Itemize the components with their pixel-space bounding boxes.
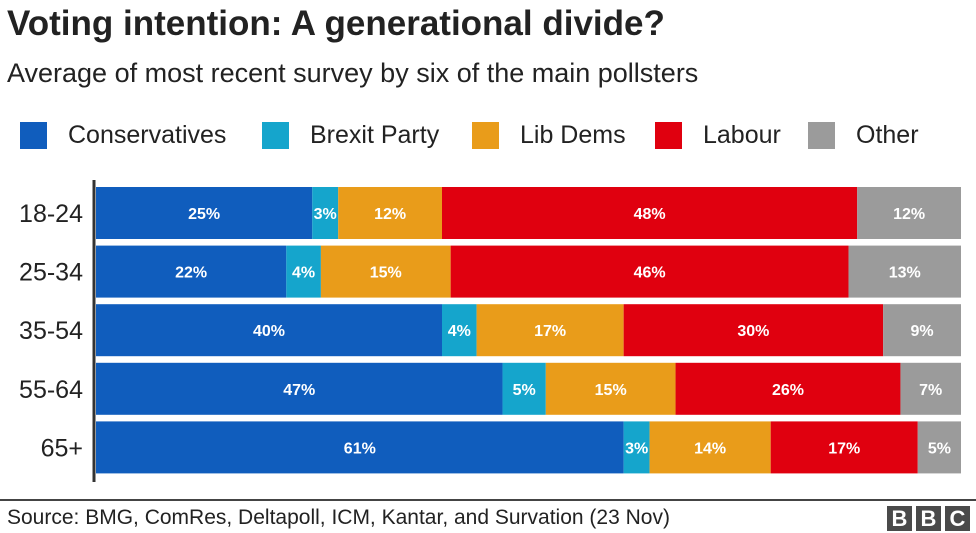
data-label: 5% (928, 440, 951, 457)
bar-segment (900, 362, 961, 415)
data-label: 25% (188, 206, 220, 223)
source-note: Source: BMG, ComRes, Deltapoll, ICM, Kan… (7, 506, 670, 529)
bar-segment (442, 187, 858, 239)
legend-label: Labour (703, 121, 781, 149)
data-label: 17% (534, 323, 566, 340)
bar-segment (623, 421, 650, 474)
legend-label: Other (856, 121, 919, 149)
data-label: 22% (175, 265, 207, 282)
stacked-bar-chart: 18-24 25% 3% 12% 48% 12% 25-34 22% 4% 15% 46% 13% 35… (19, 180, 961, 482)
chart-subtitle: Average of most recent survey by six of … (7, 58, 699, 88)
category-label: 65+ (41, 434, 83, 462)
category-label: 18-24 (19, 200, 83, 228)
bar-segment (675, 362, 901, 415)
legend-swatch (655, 122, 682, 149)
bar-segment (96, 187, 313, 239)
data-label: 61% (344, 440, 376, 457)
chart-title: Voting intention: A generational divide? (7, 4, 665, 43)
bar-segment (476, 304, 624, 357)
data-label: 12% (893, 206, 925, 223)
category-label: 35-54 (19, 317, 83, 345)
logo-letter: B (887, 506, 912, 531)
bar-segment (96, 245, 287, 298)
data-label: 9% (911, 323, 934, 340)
data-label: 3% (314, 206, 337, 223)
legend-label: Lib Dems (520, 121, 626, 149)
data-label: 46% (634, 265, 666, 282)
logo-letter: C (945, 506, 970, 531)
data-label: 48% (634, 206, 666, 223)
data-label: 15% (595, 382, 627, 399)
bar-segment (848, 245, 961, 298)
data-label: 40% (253, 323, 285, 340)
data-label: 47% (283, 382, 315, 399)
data-label: 5% (513, 382, 536, 399)
bar-segment (502, 362, 546, 415)
legend-swatch (472, 122, 499, 149)
bar-segment (338, 187, 442, 239)
data-label: 7% (919, 382, 942, 399)
legend-item-conservatives: Conservatives (20, 122, 226, 149)
bar-segment (312, 187, 339, 239)
footer-divider (0, 499, 976, 501)
category-label: 55-64 (19, 376, 83, 404)
bar-segment (450, 245, 849, 298)
data-label: 30% (737, 323, 769, 340)
bar-segment (649, 421, 771, 474)
bar-segment (857, 187, 961, 239)
data-label: 13% (889, 265, 921, 282)
bar-segment (96, 362, 503, 415)
logo-letter: B (916, 506, 941, 531)
legend-label: Brexit Party (310, 121, 440, 149)
bar-segment (96, 304, 442, 357)
legend-swatch (262, 122, 289, 149)
legend-item-lib-dems: Lib Dems (472, 122, 626, 149)
legend-item-other: Other (808, 122, 919, 149)
data-label: 3% (625, 440, 648, 457)
legend-item-labour: Labour (655, 122, 781, 149)
bar-segment (320, 245, 451, 298)
data-label: 14% (694, 440, 726, 457)
category-label: 25-34 (19, 259, 83, 287)
bar-segment (442, 304, 477, 357)
legend-swatch (808, 122, 835, 149)
legend-label: Conservatives (68, 121, 227, 149)
legend-swatch (20, 122, 47, 149)
data-label: 4% (448, 323, 471, 340)
legend-item-brexit-party: Brexit Party (262, 122, 439, 149)
data-label: 17% (828, 440, 860, 457)
bar-segment (770, 421, 918, 474)
data-label: 26% (772, 382, 804, 399)
bar-segment (623, 304, 884, 357)
data-label: 12% (374, 206, 406, 223)
bar-segment (917, 421, 961, 474)
data-label: 15% (370, 265, 402, 282)
bar-segment (286, 245, 321, 298)
data-label: 4% (292, 265, 315, 282)
bar-segment (545, 362, 676, 415)
bar-segment (96, 421, 624, 474)
bar-segment (883, 304, 961, 357)
